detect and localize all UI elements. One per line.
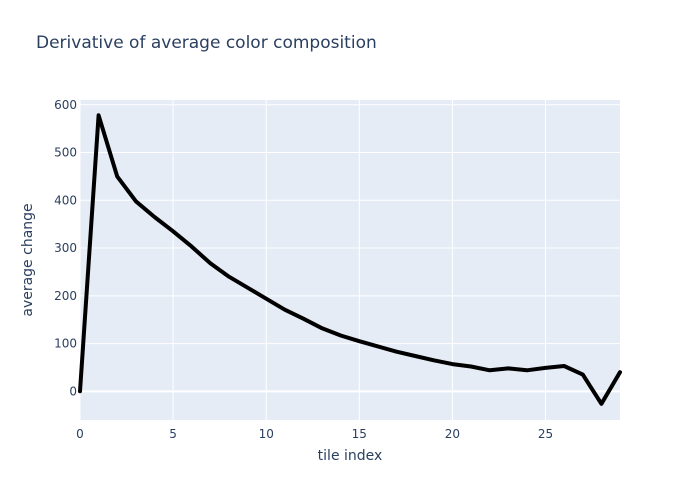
y-tick-label: 600 <box>54 98 77 112</box>
y-tick-labels: 0 100 200 300 400 500 600 <box>54 98 77 399</box>
grid-lines <box>79 100 620 420</box>
plot-area <box>80 100 620 420</box>
y-tick-label: 300 <box>54 241 77 255</box>
y-tick-label: 100 <box>54 337 77 351</box>
x-tick-label: 15 <box>352 427 367 441</box>
x-tick-label: 20 <box>445 427 460 441</box>
series-line <box>78 113 622 406</box>
y-axis-title: average change <box>20 203 36 316</box>
y-tick-label: 500 <box>54 146 77 160</box>
x-tick-label: 25 <box>538 427 553 441</box>
chart-title: Derivative of average color composition <box>36 33 377 53</box>
x-tick-label: 0 <box>76 427 84 441</box>
y-tick-label: 400 <box>54 193 77 207</box>
x-tick-label: 10 <box>259 427 274 441</box>
x-tick-labels: 0 5 10 15 20 25 <box>76 427 553 441</box>
y-tick-label: 0 <box>69 384 77 398</box>
x-axis-title: tile index <box>318 448 383 464</box>
x-tick-label: 5 <box>169 427 177 441</box>
y-tick-label: 200 <box>54 289 77 303</box>
series-layer <box>78 113 622 406</box>
